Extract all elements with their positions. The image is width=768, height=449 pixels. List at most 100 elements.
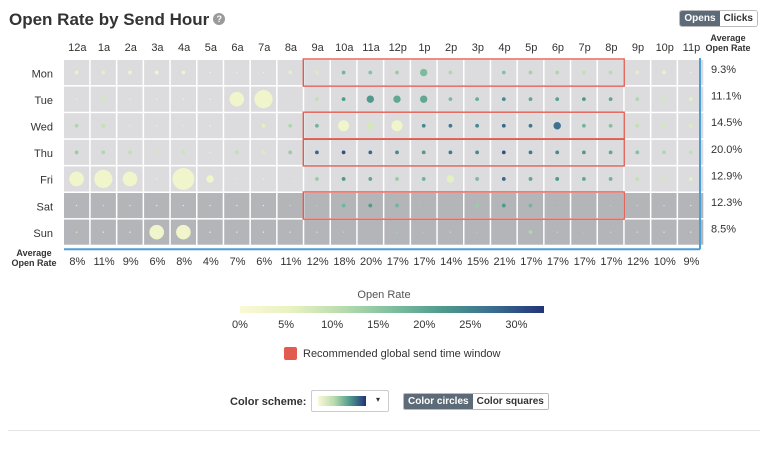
rate-dot bbox=[448, 70, 453, 75]
color-mode-toggle[interactable]: Color circles Color squares bbox=[403, 393, 549, 410]
legend-tick-label: 10% bbox=[321, 319, 343, 331]
legend-tick-label: 25% bbox=[459, 319, 481, 331]
rate-dot bbox=[528, 70, 533, 75]
rate-dot bbox=[236, 231, 238, 233]
rate-dot bbox=[690, 204, 692, 207]
hour-label: 4a bbox=[178, 42, 191, 54]
rate-dot bbox=[74, 150, 79, 155]
rate-dot bbox=[209, 151, 211, 154]
column-average-value: 10% bbox=[654, 256, 676, 268]
help-icon[interactable]: ? bbox=[213, 13, 226, 25]
rate-dot bbox=[209, 231, 211, 233]
rate-dot bbox=[555, 150, 560, 155]
row-average-value: 12.3% bbox=[711, 197, 742, 209]
recommended-window-legend: Recommended global send time window bbox=[284, 347, 501, 360]
column-average-header: Open Rate bbox=[11, 258, 56, 268]
column-average-value: 17% bbox=[387, 256, 409, 268]
rate-dot bbox=[475, 97, 479, 102]
color-squares-button[interactable]: Color squares bbox=[472, 394, 548, 409]
rate-dot bbox=[608, 177, 613, 181]
rate-dot bbox=[181, 70, 186, 75]
row-average-header: Open Rate bbox=[705, 43, 750, 53]
day-label: Wed bbox=[31, 122, 53, 134]
legend-gradient-bar bbox=[240, 306, 544, 313]
rate-dot bbox=[129, 125, 131, 127]
color-circles-button[interactable]: Color circles bbox=[404, 394, 473, 409]
rate-dot bbox=[209, 98, 211, 100]
hour-label: 5a bbox=[205, 42, 218, 54]
row-average-value: 20.0% bbox=[711, 144, 742, 156]
row-average-value: 9.3% bbox=[711, 64, 736, 76]
hour-label: 4p bbox=[498, 42, 510, 54]
rate-dot bbox=[315, 123, 319, 128]
rate-dot bbox=[262, 178, 265, 180]
legend-tick-label: 5% bbox=[278, 319, 294, 331]
column-average-value: 9% bbox=[683, 256, 699, 268]
column-average-value: 6% bbox=[256, 256, 272, 268]
rate-dot bbox=[289, 178, 291, 180]
rate-dot bbox=[369, 231, 371, 233]
column-average-value: 12% bbox=[307, 256, 329, 268]
rate-dot bbox=[236, 204, 238, 207]
rate-dot bbox=[528, 97, 533, 102]
rate-dot bbox=[662, 97, 666, 102]
color-scheme-select[interactable]: ▾ bbox=[311, 390, 389, 412]
rate-dot bbox=[289, 231, 291, 233]
rate-dot bbox=[449, 204, 452, 207]
rate-dot bbox=[368, 70, 373, 75]
rate-dot bbox=[635, 97, 640, 102]
opens-toggle-button[interactable]: Opens bbox=[680, 11, 720, 26]
rate-dot bbox=[662, 70, 666, 75]
rate-dot bbox=[74, 123, 79, 128]
rate-dot bbox=[94, 169, 113, 189]
rate-dot bbox=[528, 123, 533, 128]
rate-dot bbox=[254, 90, 273, 109]
chevron-down-icon: ▾ bbox=[375, 395, 380, 404]
rate-dot bbox=[395, 177, 399, 181]
rate-dot bbox=[608, 150, 613, 155]
rate-dot bbox=[583, 204, 585, 207]
rate-dot bbox=[289, 204, 291, 207]
heatmap-chart: 12a 1a 2a 3a 4a 5a 6a 7a 8a 9a 10a 11a 12p 1p 2p 3p 4p 5p… bbox=[11, 33, 750, 331]
rate-dot bbox=[528, 177, 533, 181]
rate-dot bbox=[528, 150, 533, 155]
rate-dot bbox=[391, 120, 403, 132]
rate-dot bbox=[341, 203, 346, 208]
rate-dot bbox=[476, 71, 478, 74]
hour-label: 1p bbox=[418, 42, 430, 54]
rate-dot bbox=[555, 177, 560, 181]
rate-dot bbox=[555, 70, 560, 75]
column-average-value: 15% bbox=[467, 256, 489, 268]
clicks-toggle-button[interactable]: Clicks bbox=[719, 11, 757, 26]
column-average-value: 12% bbox=[627, 256, 649, 268]
rate-dot bbox=[448, 123, 453, 128]
rate-dot bbox=[101, 97, 106, 102]
hour-label: 5p bbox=[525, 42, 537, 54]
rate-dot bbox=[156, 178, 158, 180]
rate-dot bbox=[341, 177, 346, 181]
rate-dot bbox=[609, 204, 612, 207]
rate-dot bbox=[176, 224, 191, 240]
rate-dot bbox=[262, 231, 265, 233]
hour-label: 2a bbox=[125, 42, 138, 54]
metric-toggle[interactable]: Opens Clicks bbox=[679, 10, 758, 27]
rate-dot bbox=[446, 175, 455, 183]
hour-label: 12p bbox=[389, 42, 407, 54]
rate-dot bbox=[690, 71, 692, 74]
rate-dot bbox=[501, 203, 506, 208]
rate-dot bbox=[368, 150, 373, 155]
day-label: Tue bbox=[34, 95, 53, 107]
day-label: Sat bbox=[36, 201, 53, 213]
rate-dot bbox=[156, 204, 158, 207]
rate-dot bbox=[342, 231, 345, 233]
recommended-window-box bbox=[302, 138, 625, 167]
rate-dot bbox=[475, 177, 479, 181]
hour-label: 7p bbox=[579, 42, 591, 54]
rate-dot bbox=[636, 204, 638, 207]
rate-dot bbox=[122, 171, 138, 187]
rate-dot bbox=[608, 70, 613, 75]
hour-label: 9p bbox=[632, 42, 644, 54]
column-average-value: 20% bbox=[360, 256, 382, 268]
rate-dot bbox=[315, 150, 319, 155]
rate-dot bbox=[553, 122, 561, 130]
